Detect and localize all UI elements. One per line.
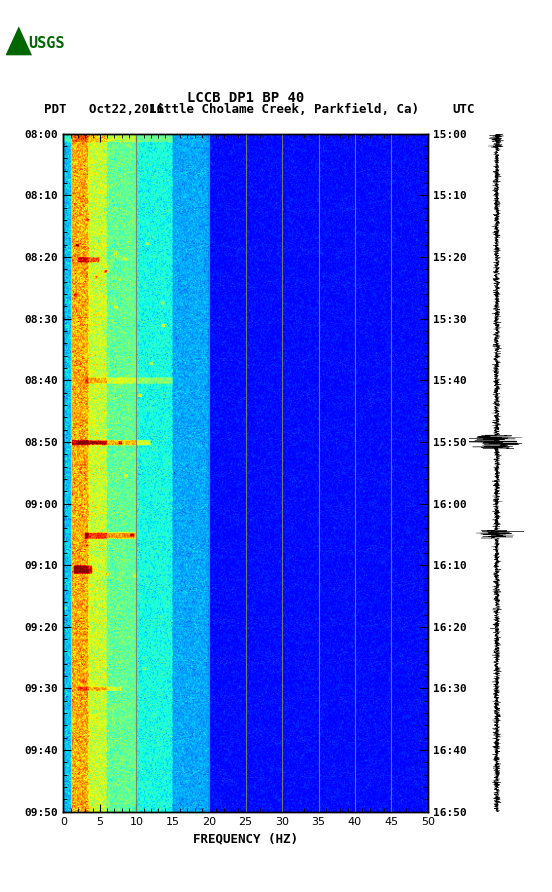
X-axis label: FREQUENCY (HZ): FREQUENCY (HZ) bbox=[193, 832, 298, 845]
Text: Little Cholame Creek, Parkfield, Ca): Little Cholame Creek, Parkfield, Ca) bbox=[149, 103, 419, 116]
Polygon shape bbox=[6, 26, 32, 55]
Text: PDT   Oct22,2016: PDT Oct22,2016 bbox=[44, 103, 164, 116]
Text: LCCB DP1 BP 40: LCCB DP1 BP 40 bbox=[187, 91, 304, 105]
Text: USGS: USGS bbox=[29, 37, 65, 51]
Text: UTC: UTC bbox=[453, 103, 475, 116]
